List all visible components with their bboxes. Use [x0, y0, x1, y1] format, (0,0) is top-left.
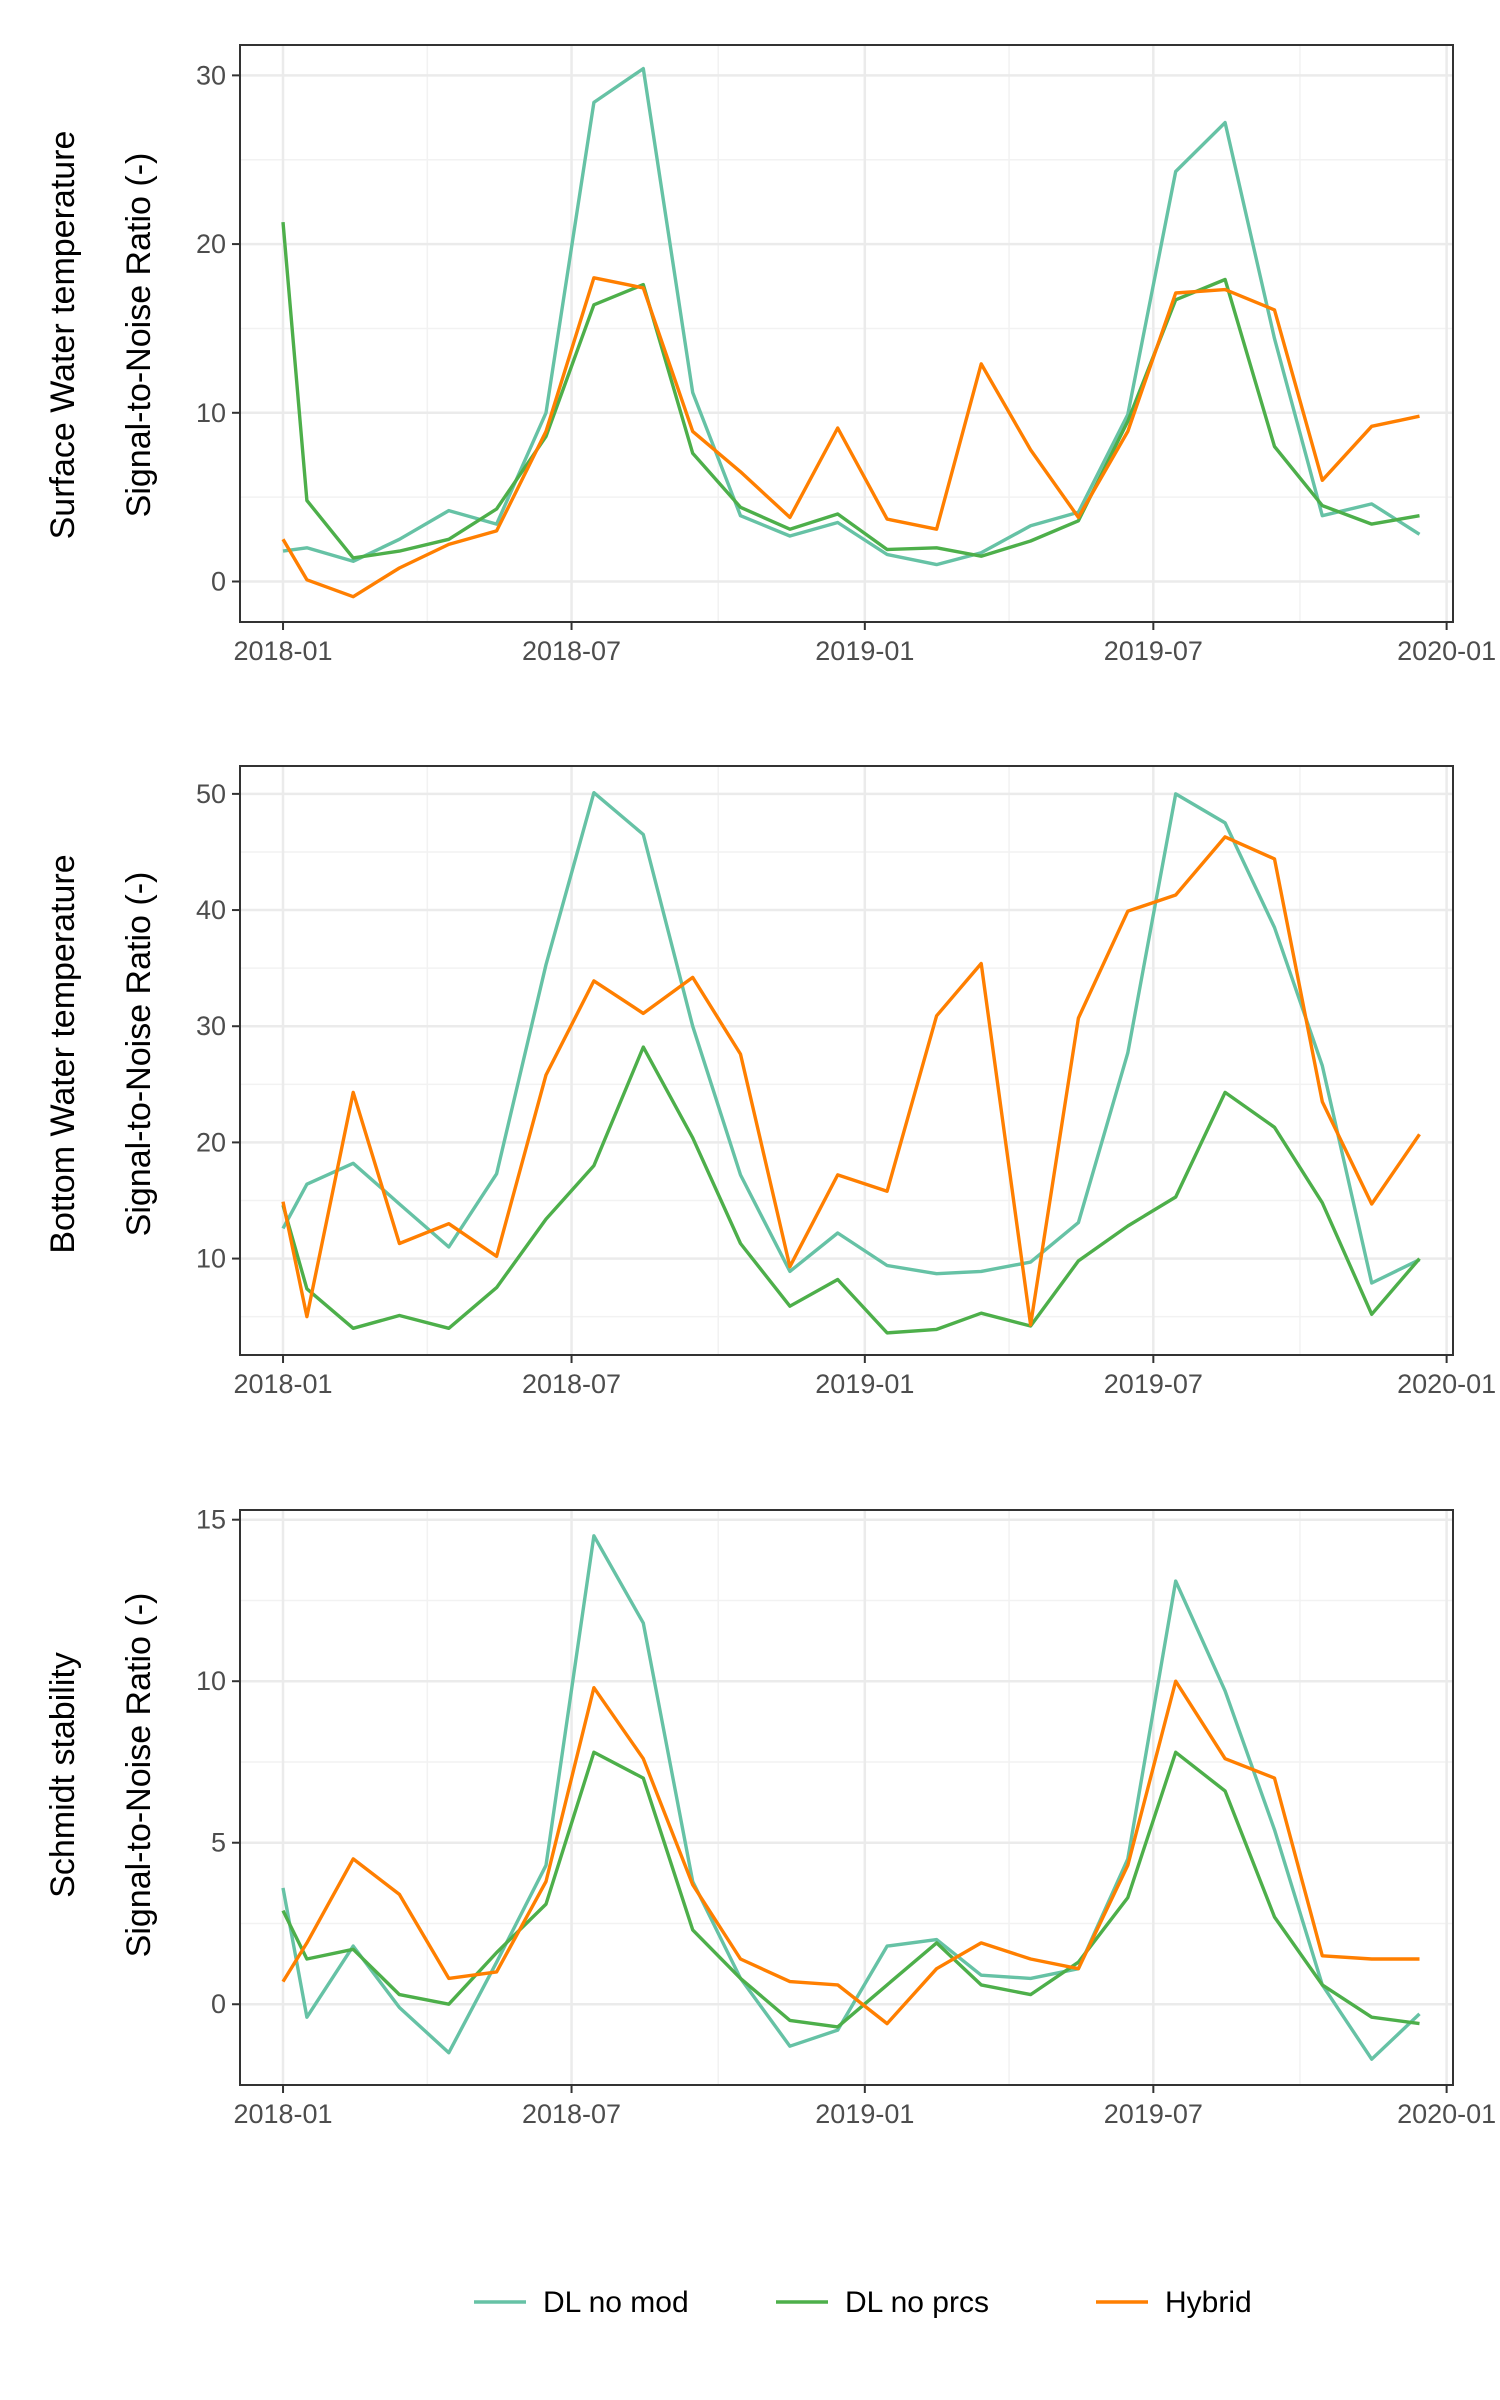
series-line-dl-no-mod — [282, 66, 1421, 567]
y-axis-title: Signal-to-Noise Ratio (-) — [120, 153, 158, 518]
panel-schmidt-stability: Schmidt stability Signal-to-Noise Ratio … — [44, 1505, 1496, 2129]
y-tick-label: 10 — [196, 1666, 226, 1696]
y-tick-label: 10 — [196, 1244, 226, 1274]
x-tick-label: 2019-01 — [815, 636, 914, 666]
y-tick-label: 30 — [196, 1011, 226, 1041]
y-tick-label: 5 — [211, 1828, 226, 1858]
x-tick-label: 2020-01 — [1397, 636, 1496, 666]
y-tick-label: 20 — [196, 229, 226, 259]
y-tick-label: 15 — [196, 1505, 226, 1535]
y-tick-label: 20 — [196, 1127, 226, 1157]
series-line-dl-no-mod — [281, 791, 1421, 1285]
x-tick-label: 2018-01 — [233, 2099, 332, 2129]
y-axis-title: Signal-to-Noise Ratio (-) — [120, 872, 158, 1237]
plot-border — [239, 44, 1454, 623]
y-tick-label: 0 — [211, 567, 226, 597]
series-line-hybrid — [281, 276, 1420, 599]
x-tick-label: 2019-01 — [815, 1369, 914, 1399]
x-tick-label: 2019-07 — [1104, 2099, 1203, 2129]
plot-border — [239, 765, 1454, 1356]
plot-area: 0 5 10 15 2018-01 2018-07 2019-01 2019-07 2020-0… — [196, 1505, 1496, 2129]
x-tick-label: 2018-01 — [233, 1369, 332, 1399]
plot-background — [240, 45, 1453, 622]
y-tick-label: 0 — [211, 1989, 226, 2019]
series-line-hybrid — [281, 835, 1421, 1327]
series-line-dl-no-prcs — [281, 221, 1420, 560]
legend-item-dl-no-mod: DL no mod — [474, 2286, 689, 2319]
legend-item-hybrid: Hybrid — [1096, 2286, 1252, 2319]
plot-border — [239, 1509, 1454, 2086]
panel-title: Bottom Water temperature — [44, 854, 82, 1253]
x-tick-label: 2018-01 — [233, 636, 332, 666]
series-line-dl-no-mod — [281, 1534, 1421, 2061]
y-tick-label: 50 — [196, 779, 226, 809]
series-line-hybrid — [281, 1679, 1420, 2026]
plot-background — [240, 766, 1453, 1355]
legend-label-dl-no-prcs: DL no prcs — [845, 2286, 989, 2319]
x-tick-label: 2019-01 — [815, 2099, 914, 2129]
y-tick-label: 10 — [196, 398, 226, 428]
legend-label-hybrid: Hybrid — [1165, 2286, 1252, 2319]
x-tick-label: 2019-07 — [1104, 1369, 1203, 1399]
legend: DL no mod DL no prcs Hybrid — [474, 2286, 1252, 2319]
x-tick-label: 2020-01 — [1397, 1369, 1496, 1399]
x-tick-label: 2019-07 — [1104, 636, 1203, 666]
x-tick-label: 2018-07 — [522, 1369, 621, 1399]
y-tick-label: 40 — [196, 895, 226, 925]
y-axis-title: Signal-to-Noise Ratio (-) — [120, 1593, 158, 1958]
x-tick-label: 2018-07 — [522, 636, 621, 666]
plot-area: 0 10 20 30 2018-01 2018-07 2019-01 2019-07 2020-… — [196, 44, 1496, 666]
panel-bottom-water-temperature: Bottom Water temperature Signal-to-Noise… — [44, 765, 1496, 1399]
x-tick-label: 2020-01 — [1397, 2099, 1496, 2129]
series-line-dl-no-prcs — [281, 1750, 1420, 2029]
x-tick-label: 2018-07 — [522, 2099, 621, 2129]
panel-title: Schmidt stability — [44, 1652, 82, 1898]
legend-item-dl-no-prcs: DL no prcs — [776, 2286, 989, 2319]
legend-label-dl-no-mod: DL no mod — [543, 2286, 689, 2319]
y-tick-label: 30 — [196, 60, 226, 90]
plot-area: 10 20 30 40 50 2018-01 2018-07 2019-01 2019-07 20… — [196, 765, 1496, 1399]
series-line-dl-no-prcs — [281, 1045, 1421, 1335]
panel-surface-water-temperature: Surface Water temperature Signal-to-Nois… — [44, 44, 1496, 666]
panel-title: Surface Water temperature — [44, 131, 82, 540]
plot-background — [240, 1510, 1453, 2085]
